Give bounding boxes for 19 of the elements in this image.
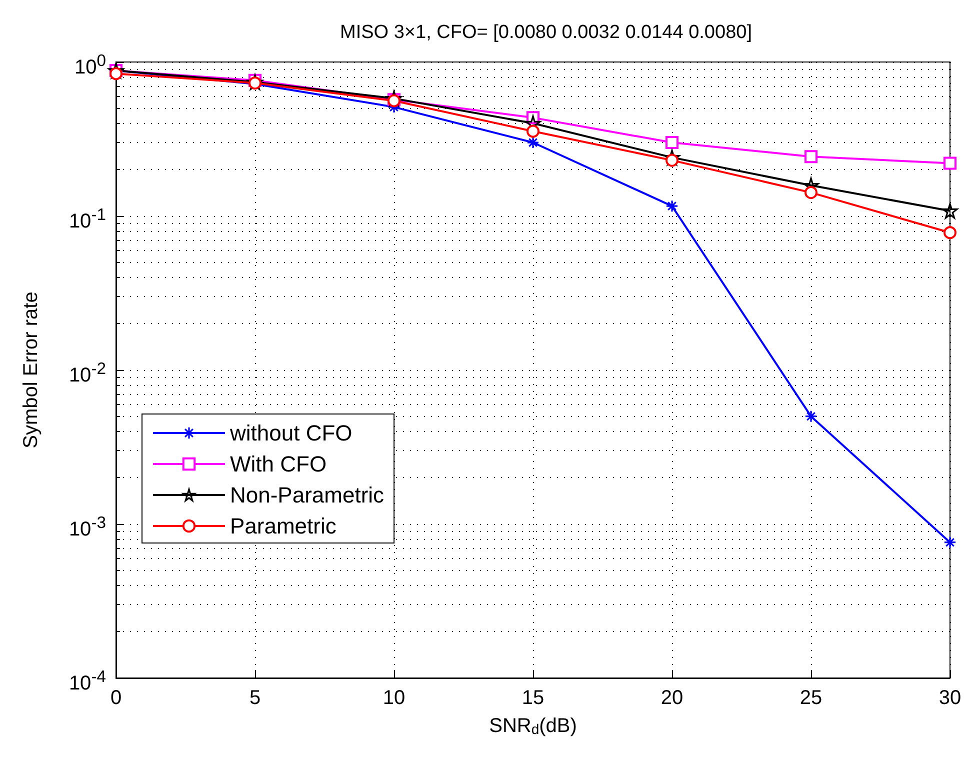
legend-label: Non-Parametric: [230, 482, 384, 508]
legend-label: With CFO: [230, 452, 327, 476]
y-axis-title: Symbol Error rate: [20, 292, 42, 448]
x-tick-label: 10: [382, 687, 406, 709]
x-tick-label: 20: [660, 687, 684, 709]
x-tick-label: 5: [249, 687, 261, 709]
y-tick-label: 10$^{0}$: [74, 50, 106, 80]
x-tick-label: 30: [938, 687, 962, 709]
y-tick-label: 10$^{-2}$: [68, 358, 106, 388]
x-axis-title: SNRd(dB): [489, 715, 577, 737]
y-tick-label: 10$^{-1}$: [68, 204, 106, 234]
legend-label: without CFO: [229, 420, 352, 446]
chart-title: MISO 3×1, CFO= [0.0080 0.0032 0.0144 0.0080]: [340, 22, 752, 43]
y-tick-label: 10$^{-4}$: [68, 666, 106, 696]
y-tick-label: 10$^{-3}$: [68, 512, 106, 542]
x-tick-label: 25: [800, 687, 822, 709]
x-tick-label: 0: [110, 687, 122, 709]
legend-label: Parametric: [230, 514, 336, 538]
x-tick-label: 15: [522, 687, 544, 709]
